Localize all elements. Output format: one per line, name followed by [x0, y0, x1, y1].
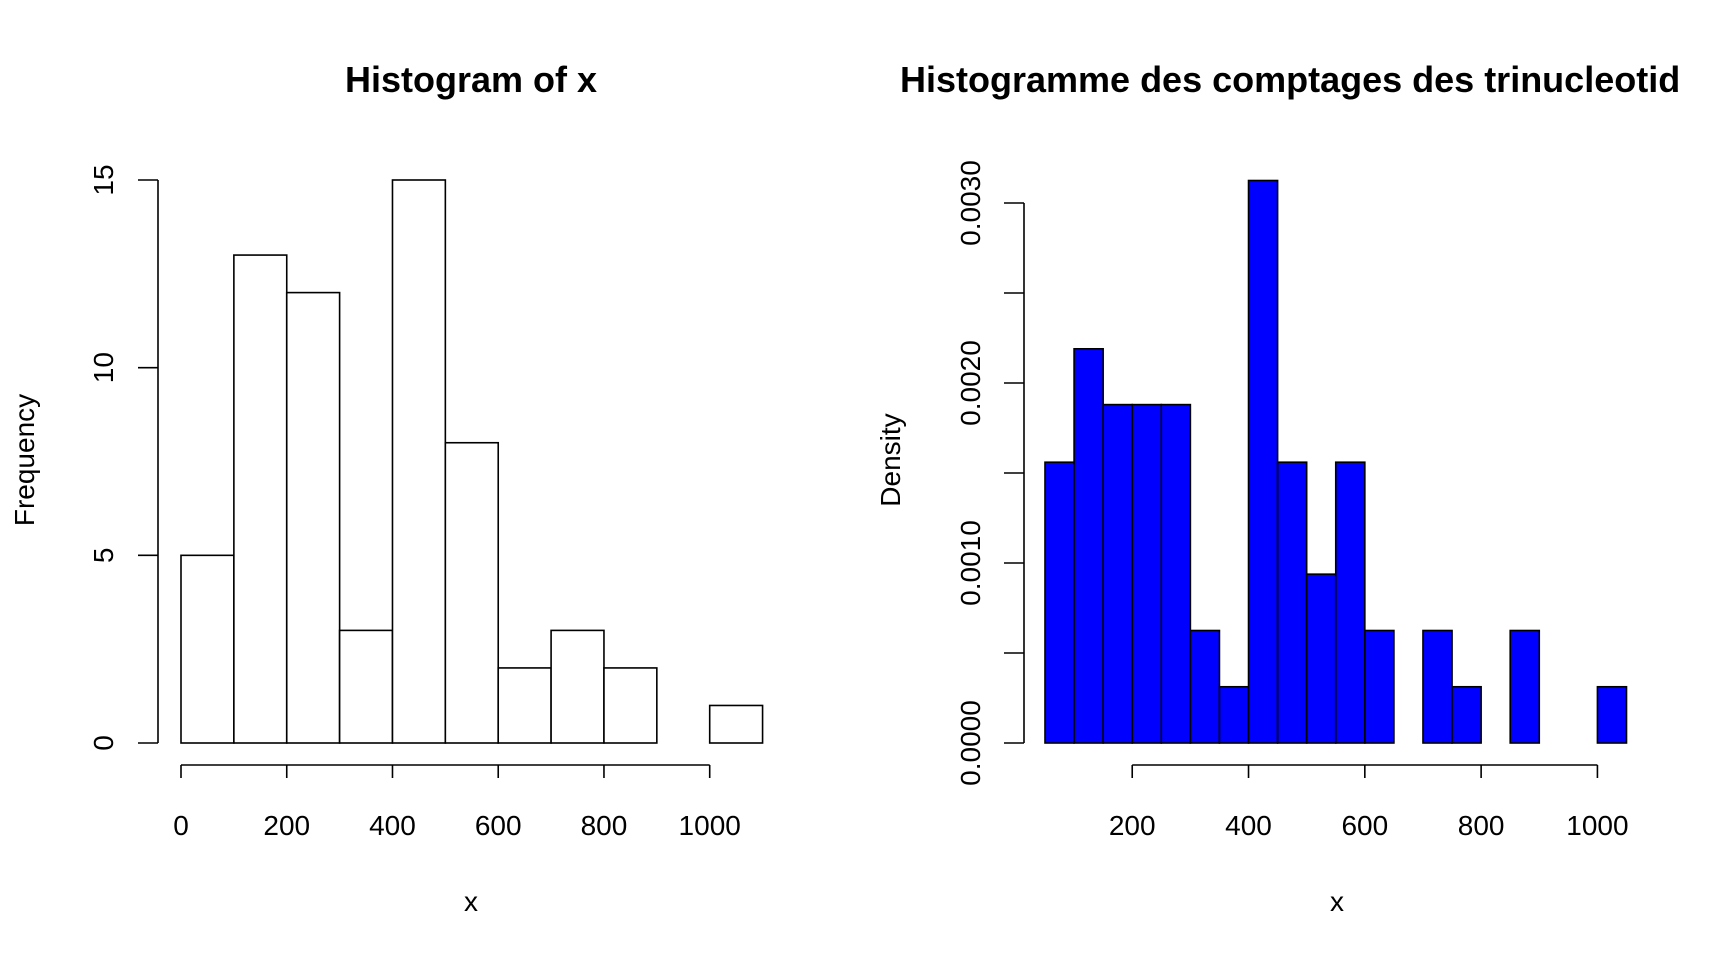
histogram-bar	[1305, 573, 1337, 744]
histogram-bar	[1451, 685, 1482, 744]
y-axis-left: 0 5 10 15	[88, 164, 159, 751]
histogram-bar	[1364, 629, 1395, 744]
x-tick-label: 400	[1225, 810, 1272, 841]
histogram-bar	[391, 179, 447, 744]
y-axis-label-right: Density	[875, 413, 906, 506]
x-tick-label: 1000	[679, 810, 741, 841]
histogram-bar	[1218, 685, 1250, 744]
y-tick-label: 0.0020	[955, 340, 986, 426]
y-tick-label: 0	[88, 735, 119, 751]
histogram-bar	[1422, 629, 1453, 744]
histogram-bar	[1276, 461, 1308, 744]
histogram-bar	[1073, 347, 1104, 744]
x-tick-label: 0	[173, 810, 189, 841]
x-axis-right: 200 400 600 800 1000	[1109, 764, 1629, 841]
histogram-bar	[603, 667, 658, 744]
chart-title-left: Histogram of x	[345, 59, 597, 100]
histogram-bar	[1596, 685, 1628, 744]
histogram-bar	[1102, 403, 1134, 744]
x-axis-left: 0 200 400 600 800 1000	[173, 764, 741, 841]
histogram-bar	[1509, 629, 1541, 744]
x-tick-label: 600	[475, 810, 522, 841]
bars-left	[180, 179, 764, 744]
bars-right	[1044, 179, 1628, 744]
histogram-bar	[285, 291, 341, 744]
y-tick-label: 0.0030	[955, 160, 986, 246]
x-axis-label-left: x	[464, 886, 478, 917]
y-axis-label-left: Frequency	[9, 394, 40, 526]
histogram-bar	[444, 441, 500, 744]
x-tick-label: 1000	[1566, 810, 1628, 841]
histogram-bar	[1044, 461, 1075, 744]
x-tick-label: 800	[581, 810, 628, 841]
histogram-bar	[180, 554, 235, 744]
y-tick-label: 10	[88, 352, 119, 383]
y-tick-label: 5	[88, 548, 119, 564]
histogram-bar	[338, 629, 394, 744]
y-tick-label: 0.0010	[955, 520, 986, 606]
chart-title-right: Histogramme des comptages des trinucleot…	[900, 59, 1680, 100]
x-tick-label: 600	[1341, 810, 1388, 841]
histogram-bar	[1334, 461, 1366, 744]
x-tick-label: 800	[1458, 810, 1505, 841]
x-tick-label: 200	[1109, 810, 1156, 841]
histogram-bar	[708, 704, 764, 744]
histogram-bar	[1131, 403, 1163, 744]
y-tick-label: 0.0000	[955, 700, 986, 786]
histogram-density-panel: Histogramme des comptages des trinucleot…	[875, 59, 1680, 917]
histogram-bar	[233, 254, 288, 744]
histogram-bar	[1189, 629, 1221, 744]
histogram-bar	[497, 667, 552, 744]
x-tick-label: 400	[369, 810, 416, 841]
histogram-bar	[550, 629, 605, 744]
histogram-bar	[1160, 403, 1192, 744]
y-axis-right: 0.0000 0.0010 0.0020 0.0030	[955, 160, 1025, 786]
y-tick-label: 15	[88, 164, 119, 195]
histogram-frequency-panel: Histogram of x Frequency x 0 5 10 15 0 200 40…	[9, 59, 764, 917]
histogram-bar	[1247, 179, 1279, 744]
x-axis-label-right: x	[1330, 886, 1344, 917]
x-tick-label: 200	[263, 810, 310, 841]
